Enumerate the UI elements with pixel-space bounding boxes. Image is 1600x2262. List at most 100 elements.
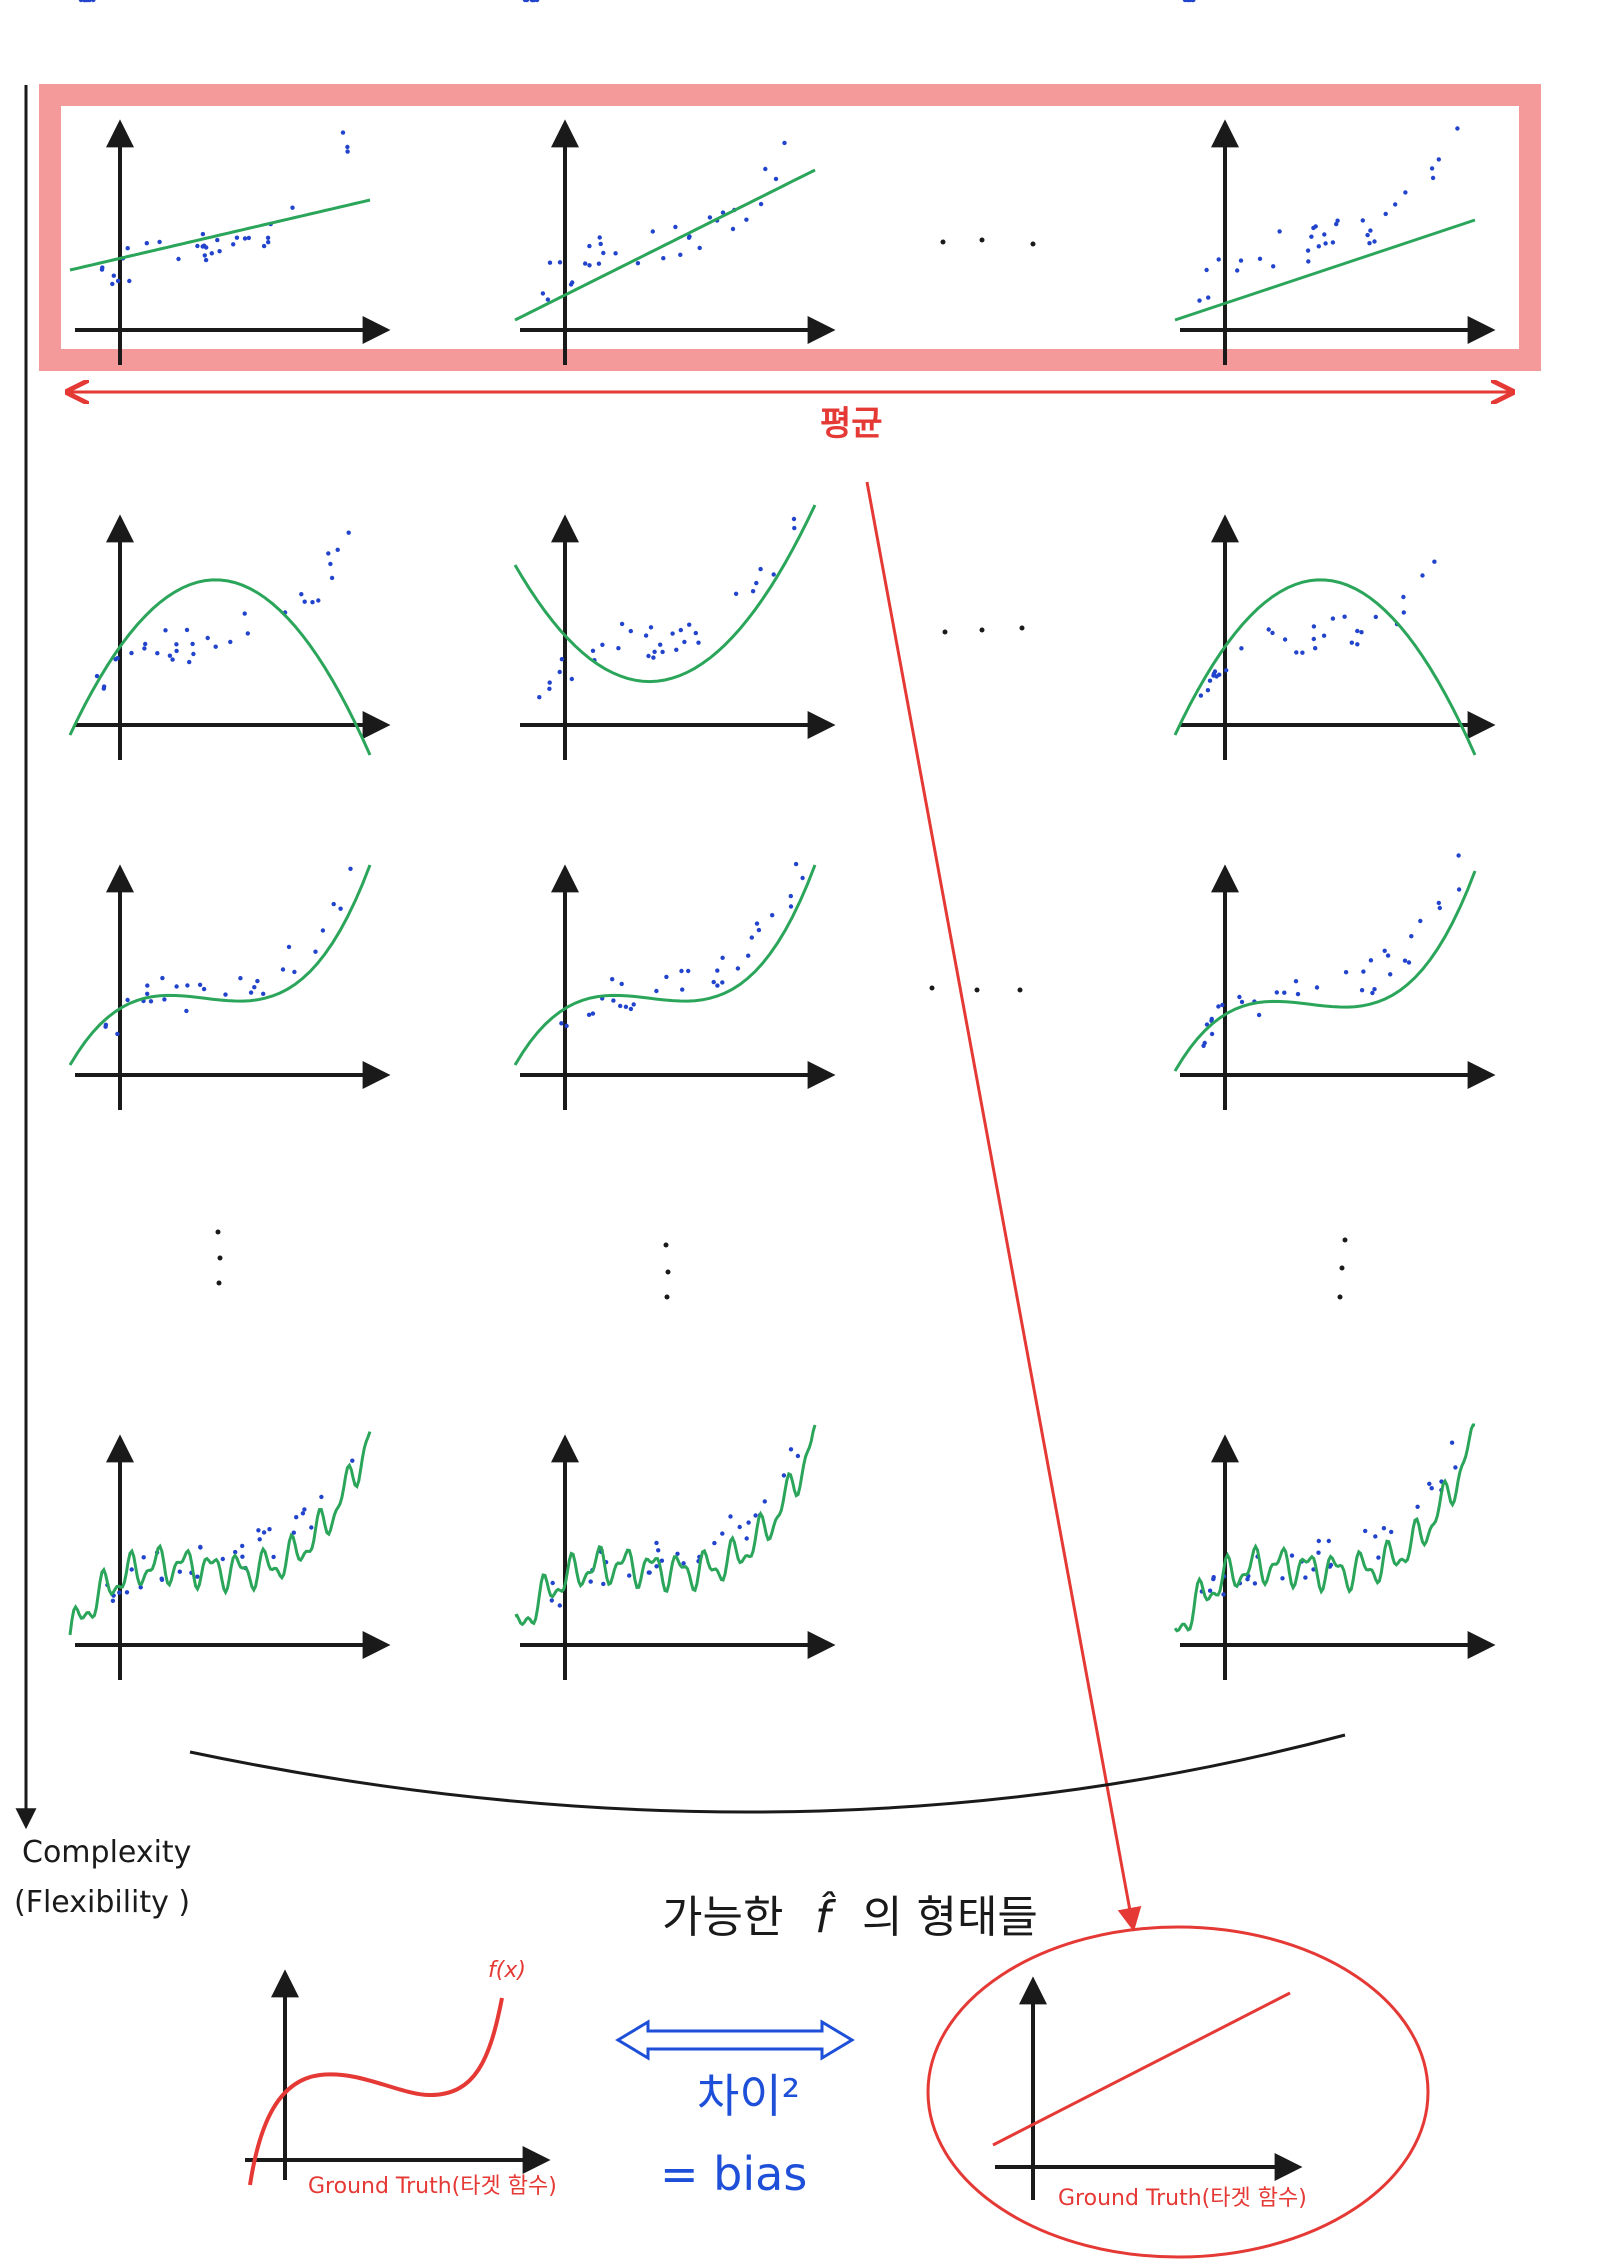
data-point	[559, 657, 565, 662]
data-point	[646, 1570, 651, 1575]
data-point	[184, 627, 190, 633]
data-point	[673, 224, 678, 230]
data-point	[651, 655, 656, 660]
data-point	[220, 1556, 225, 1562]
fit-curve	[68, 578, 372, 756]
row-ellipsis-linear	[940, 237, 1036, 247]
data-point	[145, 983, 150, 988]
data-point	[788, 893, 793, 899]
data-point	[681, 1561, 686, 1566]
data-point	[174, 642, 179, 647]
data-point	[320, 928, 326, 933]
data-point	[91, 0, 96, 3]
data-point	[735, 966, 741, 971]
data-point	[190, 641, 195, 647]
data-point	[610, 977, 615, 982]
data-point	[648, 625, 654, 630]
data-point	[557, 1603, 562, 1608]
data-point	[261, 1530, 267, 1535]
data-point	[162, 997, 167, 1002]
row-ellipsis-quadratic	[942, 625, 1025, 635]
data-point	[170, 657, 175, 662]
data-point	[310, 600, 315, 605]
data-point	[242, 611, 247, 616]
data-point	[338, 906, 343, 911]
data-point	[316, 598, 321, 603]
data-point	[329, 575, 335, 581]
data-point	[328, 561, 333, 567]
data-point	[234, 235, 240, 240]
data-point	[756, 927, 762, 933]
data-point	[1311, 636, 1317, 642]
data-point	[1436, 900, 1442, 906]
data-point	[245, 631, 250, 636]
data-point	[1295, 991, 1301, 997]
data-point	[1321, 633, 1327, 638]
data-point	[762, 1499, 767, 1504]
data-point	[720, 1531, 725, 1536]
data-point	[753, 1513, 758, 1518]
data-point	[1239, 646, 1244, 651]
data-point	[127, 278, 132, 284]
average-label: 평균	[820, 404, 883, 444]
data-point	[616, 646, 621, 651]
data-point	[302, 599, 307, 604]
data-point	[176, 256, 181, 262]
possible-forms-symbol: f̂	[815, 1890, 837, 1943]
data-point	[197, 982, 203, 987]
average-model-plot: Ground Truth(타겟 함수)	[926, 1925, 1430, 2259]
data-point	[1429, 1486, 1434, 1491]
fit-curve	[513, 864, 817, 1066]
row-ellipsis-cubic	[929, 985, 1023, 993]
fit-curve	[69, 198, 371, 272]
data-point	[744, 1536, 749, 1541]
data-point	[715, 983, 720, 988]
fx-label: f(x)	[488, 1958, 526, 1983]
data-point	[202, 253, 207, 258]
data-point	[185, 983, 190, 988]
data-point	[687, 234, 692, 239]
panel-quadratic-1	[68, 0, 391, 760]
data-point	[1335, 218, 1340, 223]
data-point	[125, 246, 130, 251]
data-point	[231, 242, 236, 247]
data-point	[261, 243, 267, 249]
data-point	[1401, 594, 1406, 600]
data-point	[800, 875, 805, 881]
panel-high-degree-3	[1173, 0, 1496, 1680]
data-point	[549, 1598, 554, 1603]
data-point	[1373, 1534, 1378, 1539]
data-point	[792, 525, 797, 531]
data-point	[1204, 267, 1209, 273]
data-point	[611, 998, 616, 1003]
data-point	[1429, 166, 1435, 171]
data-point	[1388, 972, 1393, 977]
data-point	[1207, 1588, 1213, 1593]
data-point	[84, 0, 90, 3]
data-point	[664, 974, 669, 980]
data-point	[773, 176, 779, 182]
data-point	[191, 651, 196, 657]
data-point	[711, 979, 716, 985]
data-point	[233, 1549, 238, 1555]
data-point	[110, 281, 115, 287]
data-point	[117, 1590, 122, 1595]
data-point	[331, 901, 336, 907]
data-point	[1306, 259, 1311, 264]
data-point	[290, 205, 295, 210]
data-point	[590, 1011, 596, 1016]
average-model-circle	[926, 1925, 1430, 2259]
data-point	[200, 244, 205, 249]
data-point	[1209, 1031, 1215, 1037]
data-point	[1257, 256, 1263, 261]
data-point	[750, 589, 756, 594]
data-point	[203, 257, 209, 263]
data-point	[744, 217, 749, 222]
data-point	[280, 967, 286, 972]
data-point	[678, 252, 683, 257]
data-point	[1211, 1575, 1216, 1580]
data-point	[1274, 990, 1280, 995]
data-point	[1342, 614, 1347, 619]
data-point	[1385, 953, 1391, 958]
